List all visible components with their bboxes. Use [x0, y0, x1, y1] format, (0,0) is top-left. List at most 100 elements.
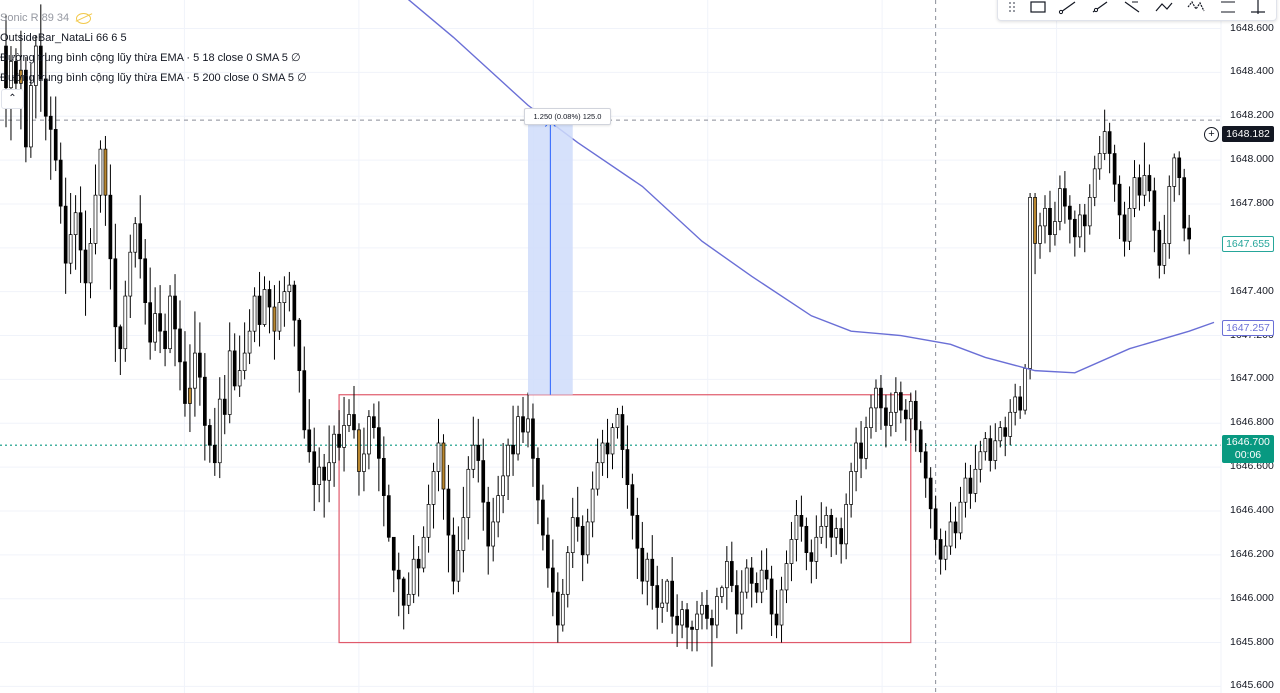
- candle: [546, 517, 550, 588]
- candle: [705, 589, 709, 630]
- candle-body: [695, 613, 699, 630]
- candle: [943, 530, 948, 571]
- hidden-eye-icon[interactable]: [76, 12, 92, 24]
- price-tick-label: 1646.600: [1230, 460, 1274, 473]
- pattern-icon[interactable]: [1186, 0, 1206, 15]
- candle-body: [352, 414, 356, 431]
- candle: [908, 392, 913, 443]
- measure-icon[interactable]: [1218, 0, 1238, 15]
- candle: [849, 462, 853, 518]
- candle: [754, 572, 759, 604]
- candle: [401, 576, 406, 630]
- crossline-icon[interactable]: [1248, 0, 1268, 15]
- candle-body: [744, 567, 749, 593]
- candle: [724, 546, 729, 610]
- legend-sonic-r-label: Sonic R 89 34: [0, 12, 70, 24]
- candle-body: [943, 545, 948, 560]
- candle: [471, 416, 476, 479]
- candle: [695, 600, 699, 652]
- candle: [854, 427, 858, 492]
- candle-body: [849, 471, 853, 505]
- candle-body: [1127, 207, 1132, 242]
- candle: [1142, 142, 1147, 207]
- candle-body: [1107, 131, 1112, 154]
- candle-body: [605, 442, 610, 455]
- fib-icon[interactable]: [1122, 0, 1142, 15]
- candle-body: [1147, 175, 1152, 192]
- candle-body: [58, 159, 63, 207]
- candle: [1033, 192, 1037, 275]
- candle: [302, 346, 307, 439]
- candle: [198, 322, 202, 406]
- candle: [292, 280, 297, 347]
- candle-body: [908, 400, 913, 420]
- candle-body: [88, 243, 93, 284]
- candle-body: [148, 302, 153, 343]
- legend-ema-200-label: Đường trung bình cộng lũy thừa EMA · 5 2…: [0, 72, 307, 84]
- candle-body: [1102, 131, 1107, 154]
- candle: [128, 234, 133, 318]
- candle-body: [958, 501, 963, 534]
- candle: [734, 570, 739, 634]
- candle: [252, 287, 257, 343]
- candle-body: [237, 370, 242, 387]
- candle-body: [665, 580, 670, 604]
- candle-body: [98, 148, 103, 196]
- candle-body: [143, 258, 148, 303]
- candle-body: [774, 613, 779, 626]
- candle-body: [754, 582, 759, 593]
- candle-body: [829, 515, 834, 538]
- trend-line-icon[interactable]: [1058, 0, 1078, 15]
- candle-body: [406, 593, 411, 606]
- candle: [1077, 203, 1082, 248]
- legend-sonic-r[interactable]: Sonic R 89 34: [0, 8, 307, 28]
- legend-collapse-button[interactable]: ⌃: [1, 89, 24, 109]
- candle-body: [377, 427, 381, 459]
- candle: [372, 403, 376, 439]
- candle-body: [1177, 157, 1182, 178]
- candle-body: [1058, 188, 1062, 222]
- legend-ema-200[interactable]: Đường trung bình cộng lũy thừa EMA · 5 2…: [0, 68, 307, 88]
- legend-outsidebar[interactable]: OutsideBar_NataLi 66 6 5: [0, 28, 307, 48]
- candle: [595, 438, 600, 496]
- drag-handle-icon[interactable]: [1002, 0, 1022, 15]
- candle-body: [153, 313, 157, 343]
- candle: [123, 280, 128, 362]
- path-icon[interactable]: [1154, 0, 1174, 15]
- candle: [396, 552, 401, 617]
- range-rectangle[interactable]: [338, 394, 912, 644]
- candle: [307, 399, 312, 463]
- candle: [486, 486, 491, 575]
- candle: [357, 423, 361, 496]
- candle: [715, 587, 719, 639]
- candle-body: [809, 552, 814, 562]
- candle-body: [551, 567, 555, 593]
- candle-body: [700, 604, 704, 615]
- candle-body: [620, 414, 625, 450]
- candle: [774, 589, 779, 639]
- candle-body: [232, 350, 237, 387]
- candle-body: [118, 326, 123, 350]
- candle-body: [516, 416, 520, 455]
- indicator-legend: Sonic R 89 34 OutsideBar_NataLi 66 6 5 Đ…: [0, 0, 307, 88]
- legend-ema-18[interactable]: Đường trung bình cộng lũy thừa EMA · 5 1…: [0, 48, 307, 68]
- candle-body: [292, 284, 297, 321]
- candle-body: [1137, 177, 1142, 196]
- ray-icon[interactable]: [1090, 0, 1110, 15]
- candle-body: [113, 258, 118, 328]
- candle-body: [14, 61, 18, 84]
- rectangle-icon[interactable]: [1028, 0, 1048, 15]
- candle-body: [1063, 188, 1067, 207]
- candle-body: [928, 477, 933, 510]
- candle-body: [367, 416, 371, 455]
- candle: [834, 517, 839, 555]
- plus-icon: +: [1208, 128, 1215, 140]
- add-alert-icon[interactable]: +: [1204, 127, 1219, 142]
- candle-body: [252, 295, 257, 332]
- candle-body: [287, 284, 292, 293]
- candle: [68, 192, 73, 275]
- candle-body: [595, 462, 600, 490]
- candle: [476, 418, 481, 483]
- candle-body: [212, 444, 217, 464]
